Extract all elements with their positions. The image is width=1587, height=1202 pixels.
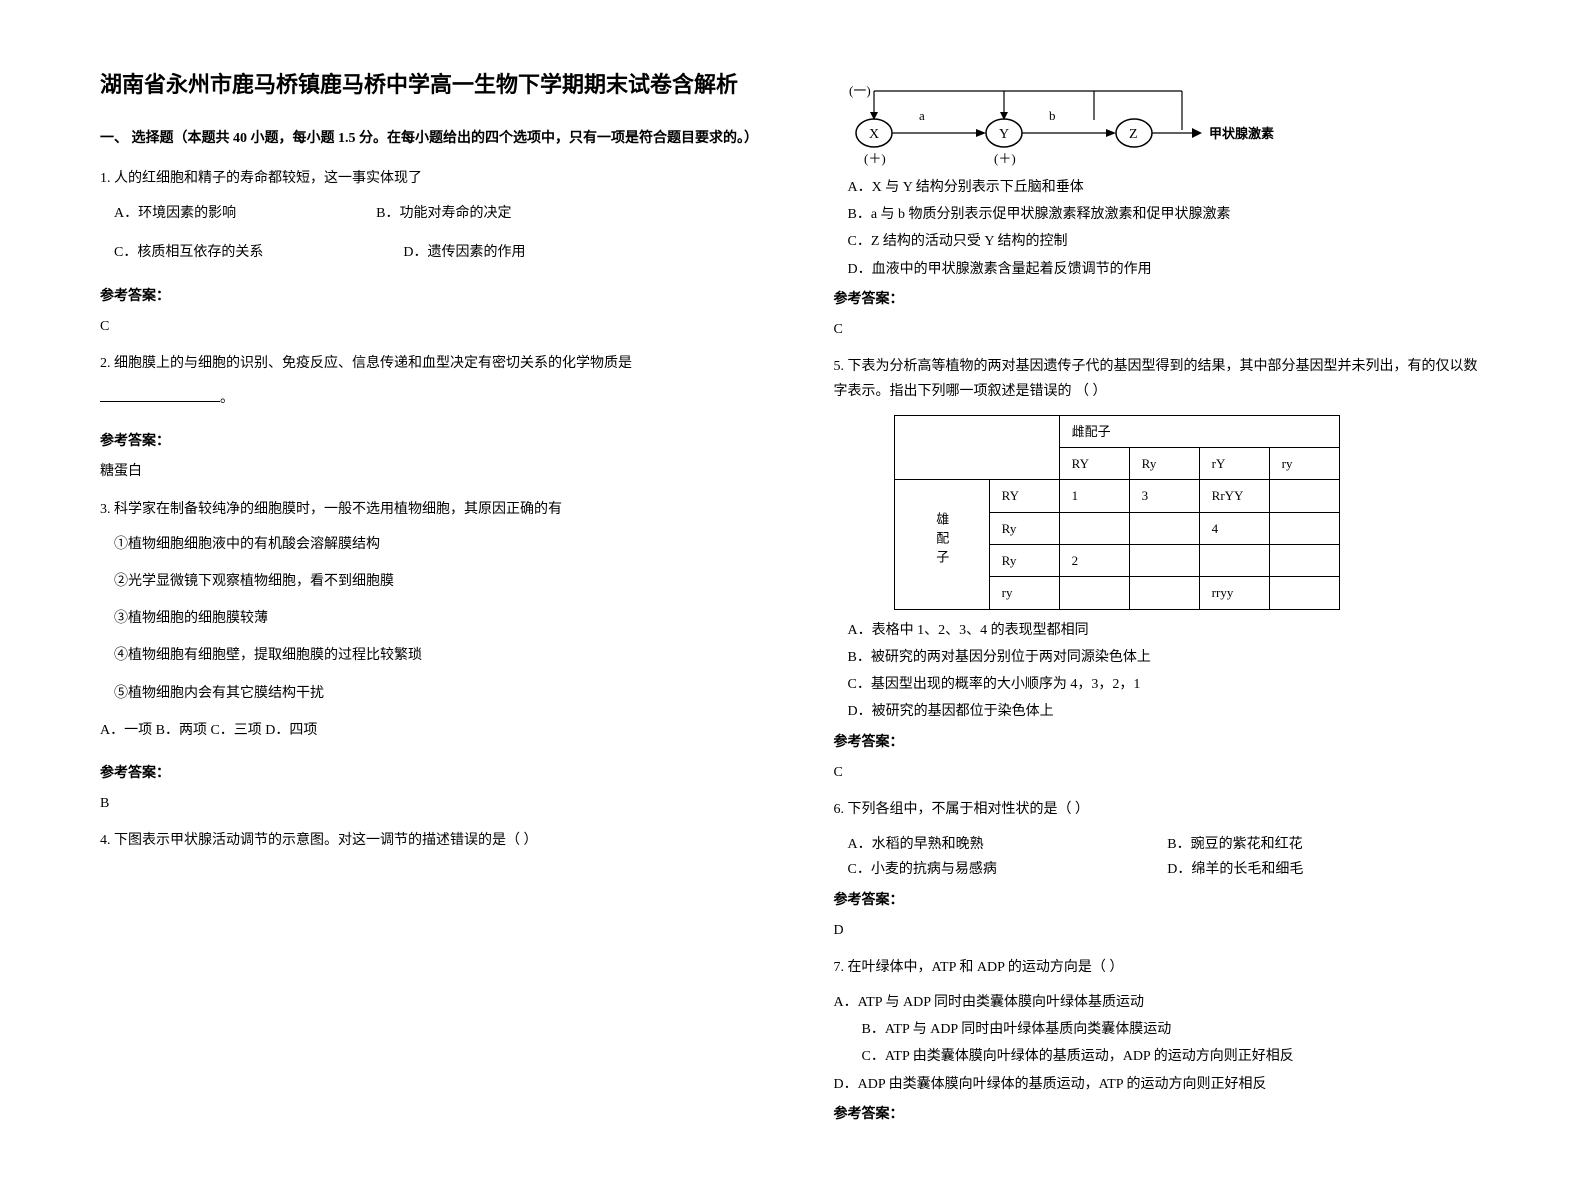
right-column: (一) X a Y b Z (834, 70, 1488, 1132)
answer-label: 参考答案： (100, 761, 754, 786)
answer-label: 参考答案： (834, 287, 1488, 312)
cell-4-3: rryy (1199, 577, 1269, 609)
answer: C (834, 317, 1488, 342)
question-4-text: 4. 下图表示甲状腺活动调节的示意图。对这一调节的描述错误的是（ ） (100, 828, 754, 853)
cell-4-4 (1269, 577, 1339, 609)
row-ry3: Ry (989, 545, 1059, 577)
plus1-label: (＋) (864, 151, 886, 166)
question-text: 2. 细胞膜上的与细胞的识别、免疫反应、信息传递和血型决定有密切关系的化学物质是 (100, 351, 754, 376)
col-ry-lower: ry (1269, 447, 1339, 479)
diagram-svg: (一) X a Y b Z (844, 75, 1284, 170)
plus2-label: (＋) (994, 151, 1016, 166)
row-ry2: Ry (989, 512, 1059, 544)
row-ry1: RY (989, 480, 1059, 512)
option-c: C．小麦的抗病与易感病 (848, 857, 1168, 882)
answer: 糖蛋白 (100, 459, 754, 484)
node-y: Y (999, 127, 1009, 142)
option-d: D．遗传因素的作用 (403, 240, 525, 265)
cell-3-4 (1269, 545, 1339, 577)
page-title: 湖南省永州市鹿马桥镇鹿马桥中学高一生物下学期期末试卷含解析 (100, 70, 754, 101)
cell-3-1: 2 (1059, 545, 1129, 577)
question-3: 3. 科学家在制备较纯净的细胞膜时，一般不选用植物细胞，其原因正确的有 ①植物细… (100, 497, 754, 743)
answer: C (834, 760, 1488, 785)
answer-label: 参考答案： (834, 888, 1488, 913)
option-c: C．核质相互依存的关系 (114, 240, 263, 265)
option-d: D．ADP 由类囊体膜向叶绿体的基质运动，ATP 的运动方向则正好相反 (834, 1072, 1488, 1097)
option-a: A．X 与 Y 结构分别表示下丘脑和垂体 (848, 175, 1488, 200)
sub-item-5: ⑤植物细胞内会有其它膜结构干扰 (114, 681, 754, 706)
col-ry-mix2: rY (1199, 447, 1269, 479)
cell-4-1 (1059, 577, 1129, 609)
option-b: B．豌豆的紫花和红花 (1167, 832, 1487, 857)
sub-item-3: ③植物细胞的细胞膜较薄 (114, 606, 754, 631)
option-d: D．血液中的甲状腺激素含量起着反馈调节的作用 (848, 257, 1488, 282)
cell-1-1: 1 (1059, 480, 1129, 512)
option-c: C．Z 结构的活动只受 Y 结构的控制 (848, 229, 1488, 254)
question-7-text: 7. 在叶绿体中，ATP 和 ADP 的运动方向是（ ） (834, 955, 1488, 980)
answer-label: 参考答案： (100, 429, 754, 454)
row-label-male: 雄配子 (894, 480, 989, 610)
option-c: C．基因型出现的概率的大小顺序为 4，3，2，1 (848, 672, 1488, 697)
cell-1-4 (1269, 480, 1339, 512)
answer-label: 参考答案： (834, 730, 1488, 755)
cell-2-2 (1129, 512, 1199, 544)
question-1: 1. 人的红细胞和精子的寿命都较短，这一事实体现了 A．环境因素的影响 B．功能… (100, 166, 754, 266)
row-ry4: ry (989, 577, 1059, 609)
cell-1-3: RrYY (1199, 480, 1269, 512)
node-x: X (869, 127, 879, 142)
cell-3-2 (1129, 545, 1199, 577)
cell-1-2: 3 (1129, 480, 1199, 512)
option-b: B．被研究的两对基因分别位于两对同源染色体上 (848, 645, 1488, 670)
cell-2-4 (1269, 512, 1339, 544)
blank-suffix: 。 (220, 391, 234, 406)
option-b: B．功能对寿命的决定 (376, 201, 511, 226)
option-a: A．环境因素的影响 (114, 201, 236, 226)
question-6-text: 6. 下列各组中，不属于相对性状的是（ ） (834, 797, 1488, 822)
sub-item-1: ①植物细胞细胞液中的有机酸会溶解膜结构 (114, 532, 754, 557)
question-text: 3. 科学家在制备较纯净的细胞膜时，一般不选用植物细胞，其原因正确的有 (100, 497, 754, 522)
label-b: b (1049, 108, 1056, 123)
label-a: a (919, 108, 925, 123)
cell-2-1 (1059, 512, 1129, 544)
header-female: 雌配子 (1059, 415, 1339, 447)
left-column: 湖南省永州市鹿马桥镇鹿马桥中学高一生物下学期期末试卷含解析 一、 选择题（本题共… (100, 70, 754, 1132)
option-a: A．水稻的早熟和晚熟 (848, 832, 1168, 857)
option-a: A．表格中 1、2、3、4 的表现型都相同 (848, 618, 1488, 643)
option-a: A．ATP 与 ADP 同时由类囊体膜向叶绿体基质运动 (834, 990, 1488, 1015)
cell-4-2 (1129, 577, 1199, 609)
thyroid-diagram: (一) X a Y b Z (844, 75, 1488, 170)
cell-3-3 (1199, 545, 1269, 577)
answer: C (100, 314, 754, 339)
question-text: 1. 人的红细胞和精子的寿命都较短，这一事实体现了 (100, 166, 754, 191)
question-5-text: 5. 下表为分析高等植物的两对基因遗传子代的基因型得到的结果，其中部分基因型并未… (834, 354, 1488, 404)
sub-item-4: ④植物细胞有细胞壁，提取细胞膜的过程比较繁琐 (114, 643, 754, 668)
answer: B (100, 791, 754, 816)
genetics-table: 雌配子 RY Ry rY ry 雄配子 RY 1 3 RrYY Ry 4 Ry … (894, 415, 1340, 610)
answer-label: 参考答案： (834, 1102, 1488, 1127)
answer-label: 参考答案： (100, 284, 754, 309)
option-b: B．a 与 b 物质分别表示促甲状腺激素释放激素和促甲状腺激素 (848, 202, 1488, 227)
node-z: Z (1129, 127, 1138, 142)
question-2: 2. 细胞膜上的与细胞的识别、免疫反应、信息传递和血型决定有密切关系的化学物质是… (100, 351, 754, 411)
options-line: A．一项 B．两项 C．三项 D．四项 (100, 718, 754, 743)
cell-2-3: 4 (1199, 512, 1269, 544)
blank-line (100, 401, 220, 402)
answer: D (834, 918, 1488, 943)
col-ry-caps: RY (1059, 447, 1129, 479)
minus-label: (一) (849, 83, 871, 98)
output-label: 甲状腺激素 (1209, 126, 1274, 141)
option-d: D．被研究的基因都位于染色体上 (848, 699, 1488, 724)
col-ry-mix1: Ry (1129, 447, 1199, 479)
option-c: C．ATP 由类囊体膜向叶绿体的基质运动，ADP 的运动方向则正好相反 (862, 1044, 1488, 1069)
section-header: 一、 选择题（本题共 40 小题，每小题 1.5 分。在每小题给出的四个选项中，… (100, 126, 754, 151)
option-b: B．ATP 与 ADP 同时由叶绿体基质向类囊体膜运动 (862, 1017, 1488, 1042)
sub-item-2: ②光学显微镜下观察植物细胞，看不到细胞膜 (114, 569, 754, 594)
option-d: D．绵羊的长毛和细毛 (1167, 857, 1487, 882)
